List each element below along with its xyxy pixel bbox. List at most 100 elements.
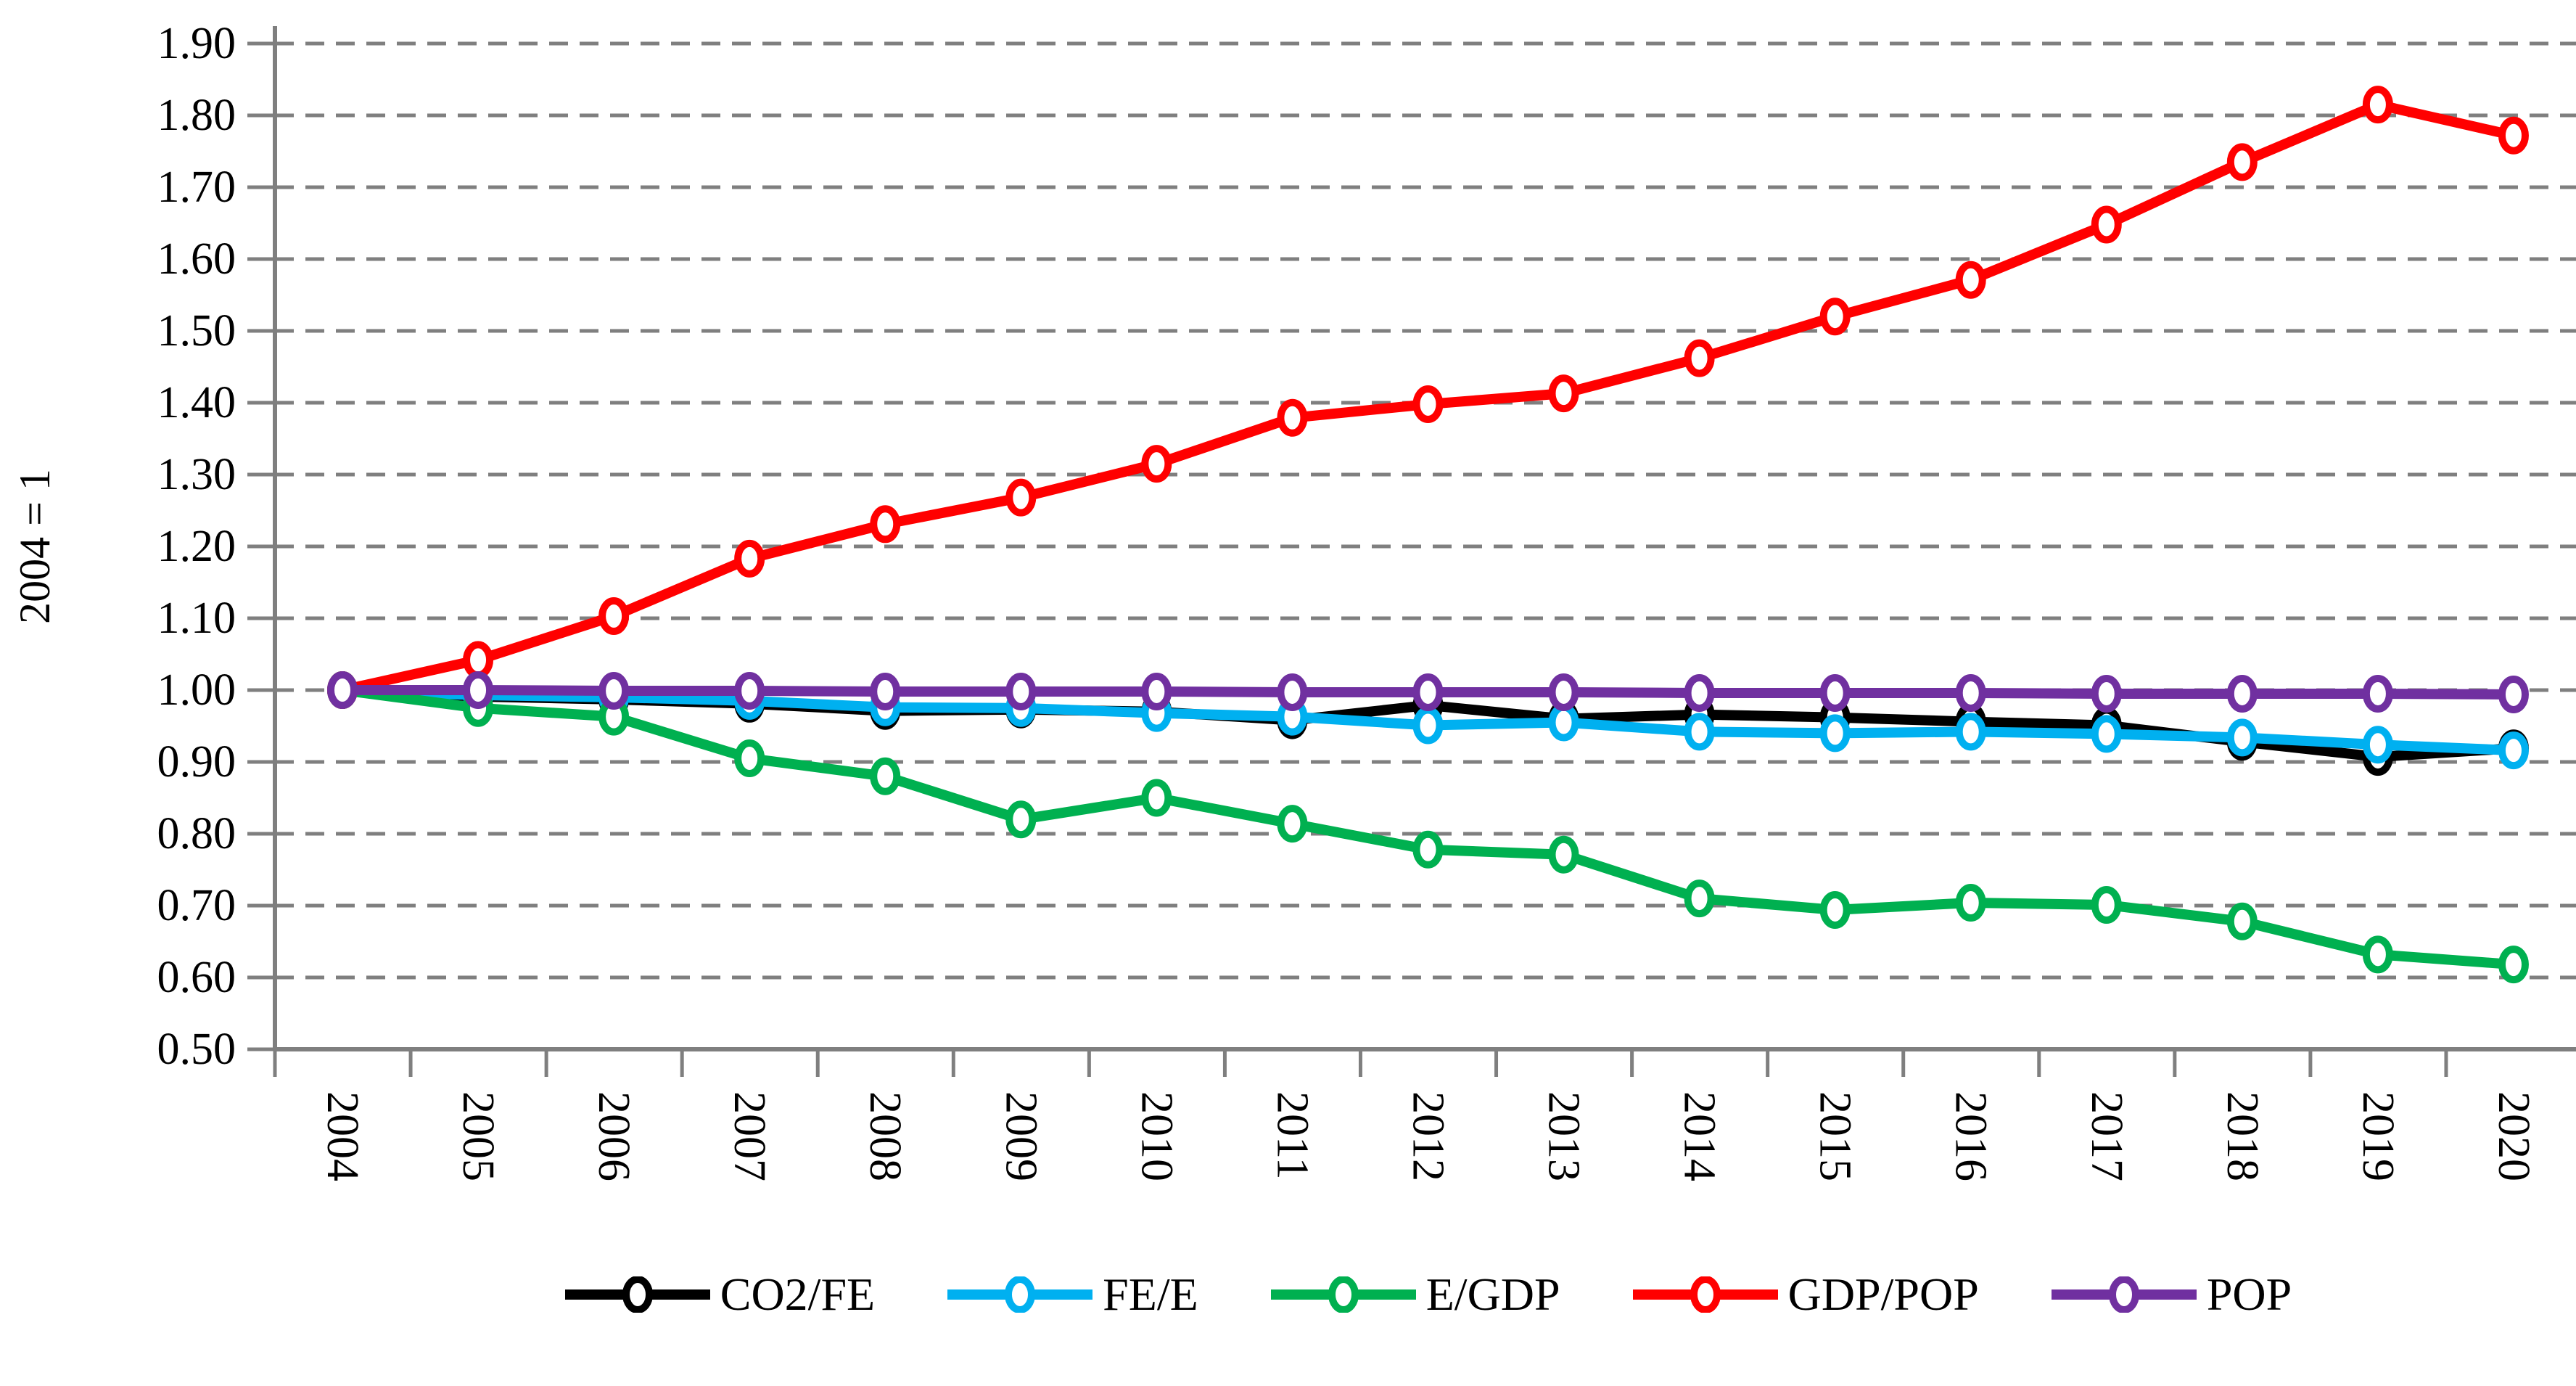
data-point-marker	[1141, 779, 1172, 817]
x-tick-label: 2016	[1946, 1091, 1996, 1181]
data-point-marker	[870, 505, 901, 544]
data-point-marker	[1684, 339, 1715, 377]
y-axis: 0.50 0.60 0.70 0.80 0.90 1.00 1.10 1.20 1.30 1.40…	[157, 19, 277, 1074]
y-tick-label: 1.60	[157, 234, 236, 284]
data-point-marker	[1819, 714, 1851, 753]
data-point-marker	[1005, 800, 1037, 839]
data-point-marker	[1005, 672, 1037, 710]
line-marker-icon	[2051, 1276, 2197, 1313]
data-point-marker	[870, 672, 901, 710]
x-tick-label: 2010	[1132, 1091, 1181, 1181]
y-axis-title: 2004 = 1	[11, 469, 59, 624]
data-point-marker	[870, 757, 901, 795]
data-point-marker	[1548, 374, 1579, 413]
data-point-marker	[2226, 143, 2258, 181]
y-tick-label: 1.20	[157, 522, 236, 571]
data-point-marker	[1277, 673, 1308, 711]
data-point-marker	[1955, 261, 1986, 299]
series-GDP/POP	[327, 86, 2529, 709]
data-point-marker	[1412, 385, 1444, 423]
data-point-marker	[1548, 835, 1579, 874]
x-axis: 2004 2005 2006 2007 2008 2009 2010 2011 2012 2013…	[273, 1047, 2576, 1181]
y-tick-label: 1.80	[157, 91, 236, 140]
data-point-marker	[2226, 718, 2258, 757]
data-point-marker	[734, 671, 765, 710]
y-tick-label: 0.90	[157, 737, 236, 787]
data-point-marker	[2091, 674, 2122, 713]
data-point-marker	[1955, 884, 1986, 922]
data-point-marker	[2091, 715, 2122, 753]
data-point-marker	[1548, 673, 1579, 711]
data-point-marker	[1955, 713, 1986, 751]
data-point-marker	[1819, 673, 1851, 712]
x-tick-label: 2005	[453, 1091, 503, 1181]
legend-label: GDP/POP	[1787, 1268, 1979, 1320]
data-point-marker	[2091, 886, 2122, 924]
legend-label: POP	[2206, 1268, 2292, 1320]
data-point-marker	[2226, 902, 2258, 940]
series-lines	[327, 86, 2529, 984]
data-point-marker	[2498, 731, 2529, 770]
line-marker-icon	[1632, 1276, 1778, 1313]
x-tick-label: 2014	[1675, 1091, 1724, 1181]
data-point-marker	[1684, 879, 1715, 918]
y-tick-label: 1.50	[157, 306, 236, 356]
y-tick-label: 1.70	[157, 163, 236, 212]
legend-label: E/GDP	[1425, 1268, 1560, 1320]
legend-item-e-gdp: E/GDP	[1270, 1268, 1560, 1320]
data-point-marker	[1548, 703, 1579, 742]
line-marker-icon	[947, 1276, 1093, 1313]
x-tick-label: 2006	[589, 1091, 638, 1181]
data-point-marker	[1412, 830, 1444, 869]
data-point-marker	[1955, 673, 1986, 712]
y-tick-label: 1.30	[157, 450, 236, 499]
data-point-marker	[1141, 672, 1172, 710]
legend-item-pop: POP	[2051, 1268, 2292, 1320]
y-tick-label: 1.10	[157, 594, 236, 643]
data-point-marker	[2091, 205, 2122, 244]
data-point-marker	[2498, 116, 2529, 155]
data-point-marker	[463, 671, 494, 709]
x-tick-label: 2012	[1403, 1091, 1452, 1181]
data-point-marker	[327, 671, 358, 709]
x-tick-label: 2007	[725, 1091, 774, 1181]
data-point-marker	[2362, 726, 2393, 764]
legend-item-gdp-pop: GDP/POP	[1632, 1268, 1979, 1320]
data-point-marker	[1277, 398, 1308, 437]
data-point-marker	[463, 641, 494, 679]
legend-label: FE/E	[1103, 1268, 1198, 1320]
y-tick-label: 0.50	[157, 1025, 236, 1074]
x-tick-label: 2009	[996, 1091, 1045, 1181]
x-tick-label: 2008	[860, 1091, 910, 1181]
data-point-marker	[598, 671, 630, 710]
data-point-marker	[1819, 890, 1851, 929]
legend-item-co2-fe: CO2/FE	[564, 1271, 875, 1318]
data-point-marker	[1005, 478, 1037, 517]
x-tick-label: 2011	[1267, 1091, 1317, 1180]
data-point-marker	[2362, 674, 2393, 713]
x-tick-label: 2015	[1811, 1091, 1860, 1181]
data-point-marker	[2498, 946, 2529, 984]
data-point-marker	[734, 739, 765, 778]
y-tick-label: 0.70	[157, 881, 236, 930]
legend-item-fe-e: FE/E	[947, 1271, 1198, 1318]
data-point-marker	[2226, 674, 2258, 713]
y-tick-label: 0.60	[157, 953, 236, 1002]
x-tick-label: 2004	[318, 1091, 367, 1181]
data-point-marker	[1277, 805, 1308, 843]
data-point-marker	[1819, 298, 1851, 336]
y-tick-label: 1.00	[157, 665, 236, 715]
data-point-marker	[2362, 935, 2393, 974]
x-tick-label: 2013	[1539, 1091, 1589, 1181]
line-marker-icon	[1270, 1276, 1416, 1313]
y-tick-label: 1.40	[157, 378, 236, 427]
y-tick-label: 1.90	[157, 19, 236, 68]
data-point-marker	[2498, 675, 2529, 713]
x-tick-label: 2018	[2218, 1091, 2267, 1181]
data-point-marker	[1141, 445, 1172, 483]
x-tick-label: 2017	[2082, 1091, 2131, 1181]
data-point-marker	[1684, 713, 1715, 751]
data-point-marker	[2362, 86, 2393, 124]
